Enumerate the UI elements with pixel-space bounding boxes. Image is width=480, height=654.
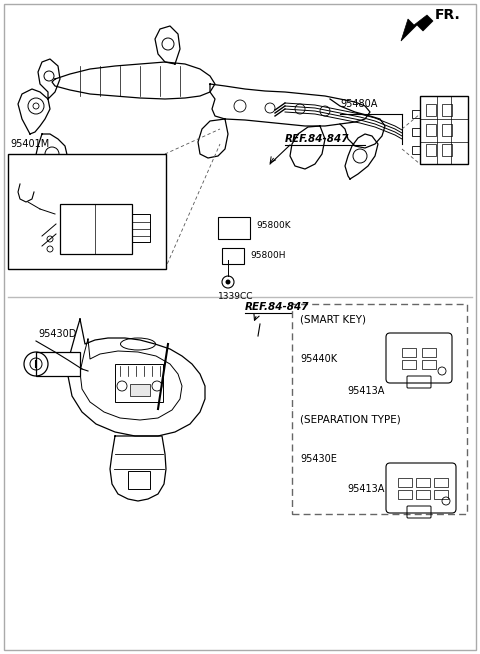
Text: 95401M: 95401M: [10, 139, 49, 149]
Bar: [426, 104, 436, 116]
Bar: [292, 304, 467, 514]
Bar: [412, 146, 420, 154]
Circle shape: [401, 388, 407, 394]
Text: (SEPARATION TYPE): (SEPARATION TYPE): [300, 414, 401, 424]
Bar: [412, 110, 420, 118]
Text: 95430D: 95430D: [38, 329, 76, 339]
Bar: [402, 360, 416, 369]
Bar: [416, 490, 430, 499]
Text: 1339CC: 1339CC: [218, 292, 253, 301]
Bar: [442, 144, 452, 156]
Bar: [412, 128, 420, 136]
Bar: [434, 490, 448, 499]
Bar: [426, 144, 436, 156]
Text: 95800K: 95800K: [256, 222, 290, 230]
Circle shape: [226, 279, 230, 284]
Circle shape: [401, 486, 407, 492]
Text: 95413A: 95413A: [347, 484, 384, 494]
Bar: [420, 96, 468, 164]
Bar: [416, 478, 430, 487]
Bar: [132, 214, 150, 242]
Bar: [398, 490, 412, 499]
Text: 95440K: 95440K: [300, 354, 337, 364]
Polygon shape: [401, 15, 433, 41]
Bar: [8, 154, 166, 269]
Bar: [218, 217, 250, 239]
Bar: [442, 124, 452, 136]
Bar: [398, 478, 412, 487]
Bar: [115, 364, 163, 402]
Bar: [442, 104, 452, 116]
Bar: [128, 471, 150, 489]
Bar: [434, 478, 448, 487]
Bar: [402, 348, 416, 357]
Bar: [422, 348, 436, 357]
Text: 95480A: 95480A: [340, 99, 377, 109]
Text: 95413A: 95413A: [347, 386, 384, 396]
Bar: [36, 352, 80, 376]
Text: REF.84-847: REF.84-847: [245, 302, 310, 312]
Bar: [130, 384, 150, 396]
Text: REF.84-847: REF.84-847: [285, 134, 349, 144]
Bar: [426, 124, 436, 136]
Text: (SMART KEY): (SMART KEY): [300, 314, 366, 324]
Text: FR.: FR.: [435, 8, 461, 22]
Bar: [422, 360, 436, 369]
Text: 95800H: 95800H: [250, 252, 286, 260]
Text: 95430E: 95430E: [300, 454, 337, 464]
Bar: [60, 204, 132, 254]
Bar: [222, 248, 244, 264]
